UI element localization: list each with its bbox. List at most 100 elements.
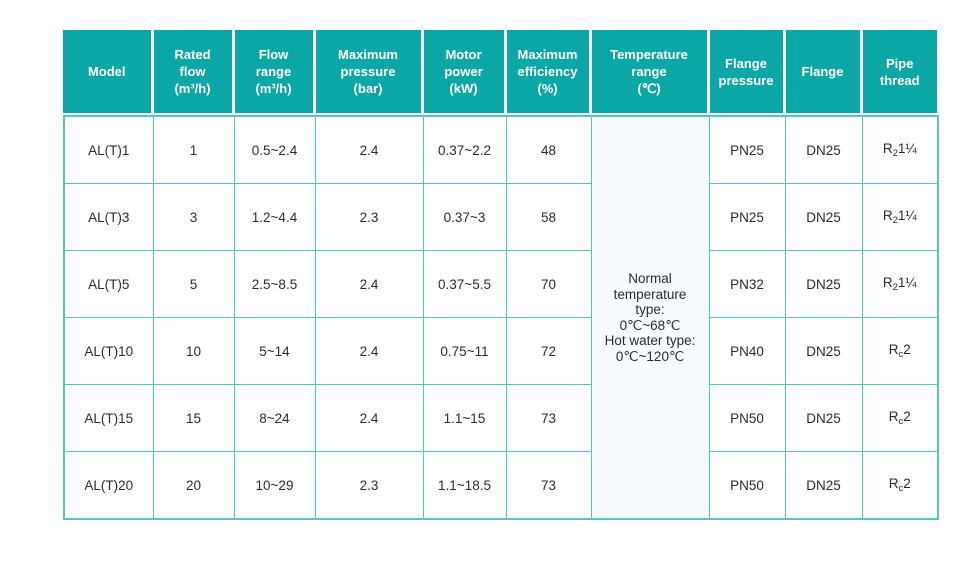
pipe-thread-base: R — [888, 342, 899, 357]
header-flow-range: Flow range (m³/h) — [233, 30, 316, 113]
table-body: AL(T)1 1 0.5~2.4 2.4 0.37~2.2 48 Normal temper… — [63, 115, 939, 520]
pipe-thread-base: R — [882, 141, 893, 156]
pipe-thread-base: R — [888, 409, 899, 424]
pipe-thread-sub: c — [898, 349, 904, 360]
cell-max-pressure: 2.4 — [314, 317, 424, 385]
cell-model: AL(T)5 — [63, 250, 154, 318]
pipe-thread-tail: 1¼ — [897, 141, 917, 156]
pipe-thread-sub: 2 — [892, 282, 898, 293]
header-label-line: Motor — [445, 47, 482, 62]
header-label-line: range — [255, 64, 292, 79]
temperature-note-line: 0℃~120℃ — [615, 348, 685, 364]
pipe-thread-tail: 1¼ — [897, 275, 917, 290]
pump-spec-table: Model Rated flow (m³/h) Flow range (m³/h) Maxim… — [63, 30, 939, 520]
header-flange: Flange — [784, 30, 863, 113]
spec-table-header: Model Rated flow (m³/h) Flow range (m³/h) Maxim… — [63, 30, 937, 113]
pipe-thread-base: R — [882, 208, 893, 223]
cell-flange-pressure: PN25 — [708, 183, 786, 251]
cell-max-efficiency: 48 — [505, 115, 592, 184]
header-label-line: pressure — [718, 72, 774, 88]
pipe-thread-tail: 2 — [903, 342, 911, 357]
header-label-line: Rated — [174, 47, 211, 62]
cell-flange: DN25 — [784, 115, 863, 184]
header-label-line: Flow — [258, 47, 289, 62]
cell-flange: DN25 — [784, 183, 863, 251]
table-row: AL(T)10 10 5~14 2.4 0.75~11 72 PN40 DN25 Rc2 — [63, 317, 939, 385]
header-label-line: Pipe — [886, 55, 914, 71]
cell-max-efficiency: 73 — [505, 384, 592, 452]
header-label-line: Temperature — [610, 47, 688, 62]
cell-flow-range: 2.5~8.5 — [233, 250, 316, 318]
header-max-efficiency: Maximum efficiency (%) — [505, 30, 592, 113]
cell-flow-range: 1.2~4.4 — [233, 183, 316, 251]
spec-table-body: AL(T)1 1 0.5~2.4 2.4 0.37~2.2 48 Normal temper… — [63, 115, 939, 520]
header-label-line: efficiency — [517, 64, 578, 79]
header-rated-flow: Rated flow (m³/h) — [152, 30, 235, 113]
header-temp-range: Temperature range (℃) — [590, 30, 710, 113]
cell-pipe-thread: R21¼ — [861, 183, 939, 251]
pipe-thread-sub: c — [898, 416, 904, 427]
cell-flange-pressure: PN32 — [708, 250, 786, 318]
cell-flange-pressure: PN25 — [708, 115, 786, 184]
cell-max-efficiency: 73 — [505, 451, 592, 520]
cell-pipe-thread: Rc2 — [861, 384, 939, 452]
cell-temperature-range: Normal temperature type: 0℃~68℃ Hot water … — [590, 115, 710, 520]
cell-rated-flow: 5 — [152, 250, 235, 318]
pipe-thread-sub: 2 — [892, 215, 898, 226]
cell-max-pressure: 2.4 — [314, 384, 424, 452]
cell-motor-power: 1.1~18.5 — [422, 451, 507, 520]
header-flange-pressure: Flange pressure — [708, 30, 786, 113]
cell-max-efficiency: 70 — [505, 250, 592, 318]
pipe-thread-tail: 1¼ — [897, 208, 917, 223]
table-row: AL(T)3 3 1.2~4.4 2.3 0.37~3 58 PN25 DN25 R21¼ — [63, 183, 939, 251]
cell-motor-power: 0.37~5.5 — [422, 250, 507, 318]
cell-flange: DN25 — [784, 250, 863, 318]
table-row: AL(T)15 15 8~24 2.4 1.1~15 73 PN50 DN25 Rc2 — [63, 384, 939, 452]
pipe-thread-tail: 2 — [903, 409, 911, 424]
pipe-thread-base: R — [888, 476, 899, 491]
pipe-thread-tail: 2 — [903, 476, 911, 491]
cell-flange-pressure: PN40 — [708, 317, 786, 385]
header-label-line: (%) — [537, 81, 558, 96]
header-label-line: Maximum — [517, 47, 578, 62]
header-motor-power: Motor power (kW) — [422, 30, 507, 113]
cell-flow-range: 5~14 — [233, 317, 316, 385]
cell-model: AL(T)3 — [63, 183, 154, 251]
header-label-line: Flange — [801, 64, 844, 79]
cell-flow-range: 8~24 — [233, 384, 316, 452]
cell-pipe-thread: Rc2 — [861, 317, 939, 385]
header-row: Model Rated flow (m³/h) Flow range (m³/h) Maxim… — [63, 30, 937, 113]
cell-flow-range: 0.5~2.4 — [233, 115, 316, 184]
header-label-line: range — [631, 64, 667, 79]
header-label-line: Flange — [725, 55, 767, 71]
cell-motor-power: 0.37~2.2 — [422, 115, 507, 184]
cell-max-pressure: 2.3 — [314, 451, 424, 520]
cell-rated-flow: 20 — [152, 451, 235, 520]
cell-rated-flow: 10 — [152, 317, 235, 385]
cell-flange: DN25 — [784, 384, 863, 452]
pipe-thread-sub: 2 — [892, 148, 898, 159]
pipe-thread-sub: c — [898, 483, 904, 494]
cell-motor-power: 1.1~15 — [422, 384, 507, 452]
cell-rated-flow: 1 — [152, 115, 235, 184]
temperature-note-line: Hot water type: — [604, 333, 696, 348]
cell-pipe-thread: Rc2 — [861, 451, 939, 520]
cell-motor-power: 0.37~3 — [422, 183, 507, 251]
cell-motor-power: 0.75~11 — [422, 317, 507, 385]
table-row: AL(T)1 1 0.5~2.4 2.4 0.37~2.2 48 Normal temper… — [63, 115, 939, 520]
header-model: Model — [63, 30, 154, 113]
header-label-line: power — [444, 64, 483, 79]
temperature-note-line: Normal temperature type: — [613, 271, 687, 317]
cell-max-efficiency: 58 — [505, 183, 592, 251]
header-label-line: pressure — [340, 64, 396, 79]
table-row: AL(T)20 20 10~29 2.3 1.1~18.5 73 PN50 DN25 Rc2 — [63, 451, 939, 520]
header-label-line: thread — [879, 72, 920, 88]
header-label-line: (kW) — [449, 81, 478, 96]
temperature-note-line: 0℃~68℃ — [619, 317, 681, 333]
cell-flange-pressure: PN50 — [708, 384, 786, 452]
cell-flange-pressure: PN50 — [708, 451, 786, 520]
pipe-thread-base: R — [882, 275, 893, 290]
cell-model: AL(T)1 — [63, 115, 154, 184]
header-pipe-thread: Pipe thread — [861, 30, 937, 113]
